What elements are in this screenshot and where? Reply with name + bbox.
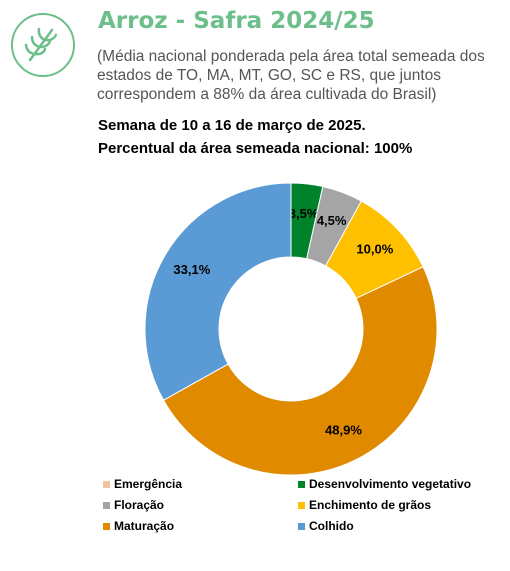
donut-slice: [144, 182, 292, 401]
legend-swatch: [298, 523, 305, 530]
logo: [11, 13, 75, 77]
note: Percentual da área semeada nacional: 100…: [98, 140, 413, 157]
legend-label: Emergência: [114, 477, 182, 491]
legend-label: Enchimento de grãos: [309, 498, 431, 512]
legend-swatch: [298, 481, 305, 488]
data-label: 48,9%: [325, 423, 362, 438]
legend-swatch: [103, 502, 110, 509]
legend-swatch: [103, 481, 110, 488]
legend-label: Floração: [114, 498, 164, 512]
chart: 3,5%4,5% 10,0% 48,9% 33,1% Emergência Desenvo…: [103, 182, 471, 533]
legend-swatch: [298, 502, 305, 509]
legend-label: Colhido: [309, 519, 354, 533]
donut-slice: [162, 266, 438, 476]
legend-label: Maturação: [114, 519, 174, 533]
data-label: 33,1%: [173, 262, 210, 277]
data-label: 4,5%: [317, 213, 347, 228]
note: Semana de 10 a 16 de março de 2025.: [98, 117, 366, 134]
legend-swatch: [103, 523, 110, 530]
chart-title: Arroz - Safra 2024/25: [98, 8, 375, 34]
chart-subtitle: (Média nacional ponderada pela área tota…: [97, 48, 485, 103]
legend-label: Desenvolvimento vegetativo: [309, 477, 471, 491]
data-label: 3,5%: [289, 206, 319, 221]
data-label: 10,0%: [356, 242, 393, 257]
